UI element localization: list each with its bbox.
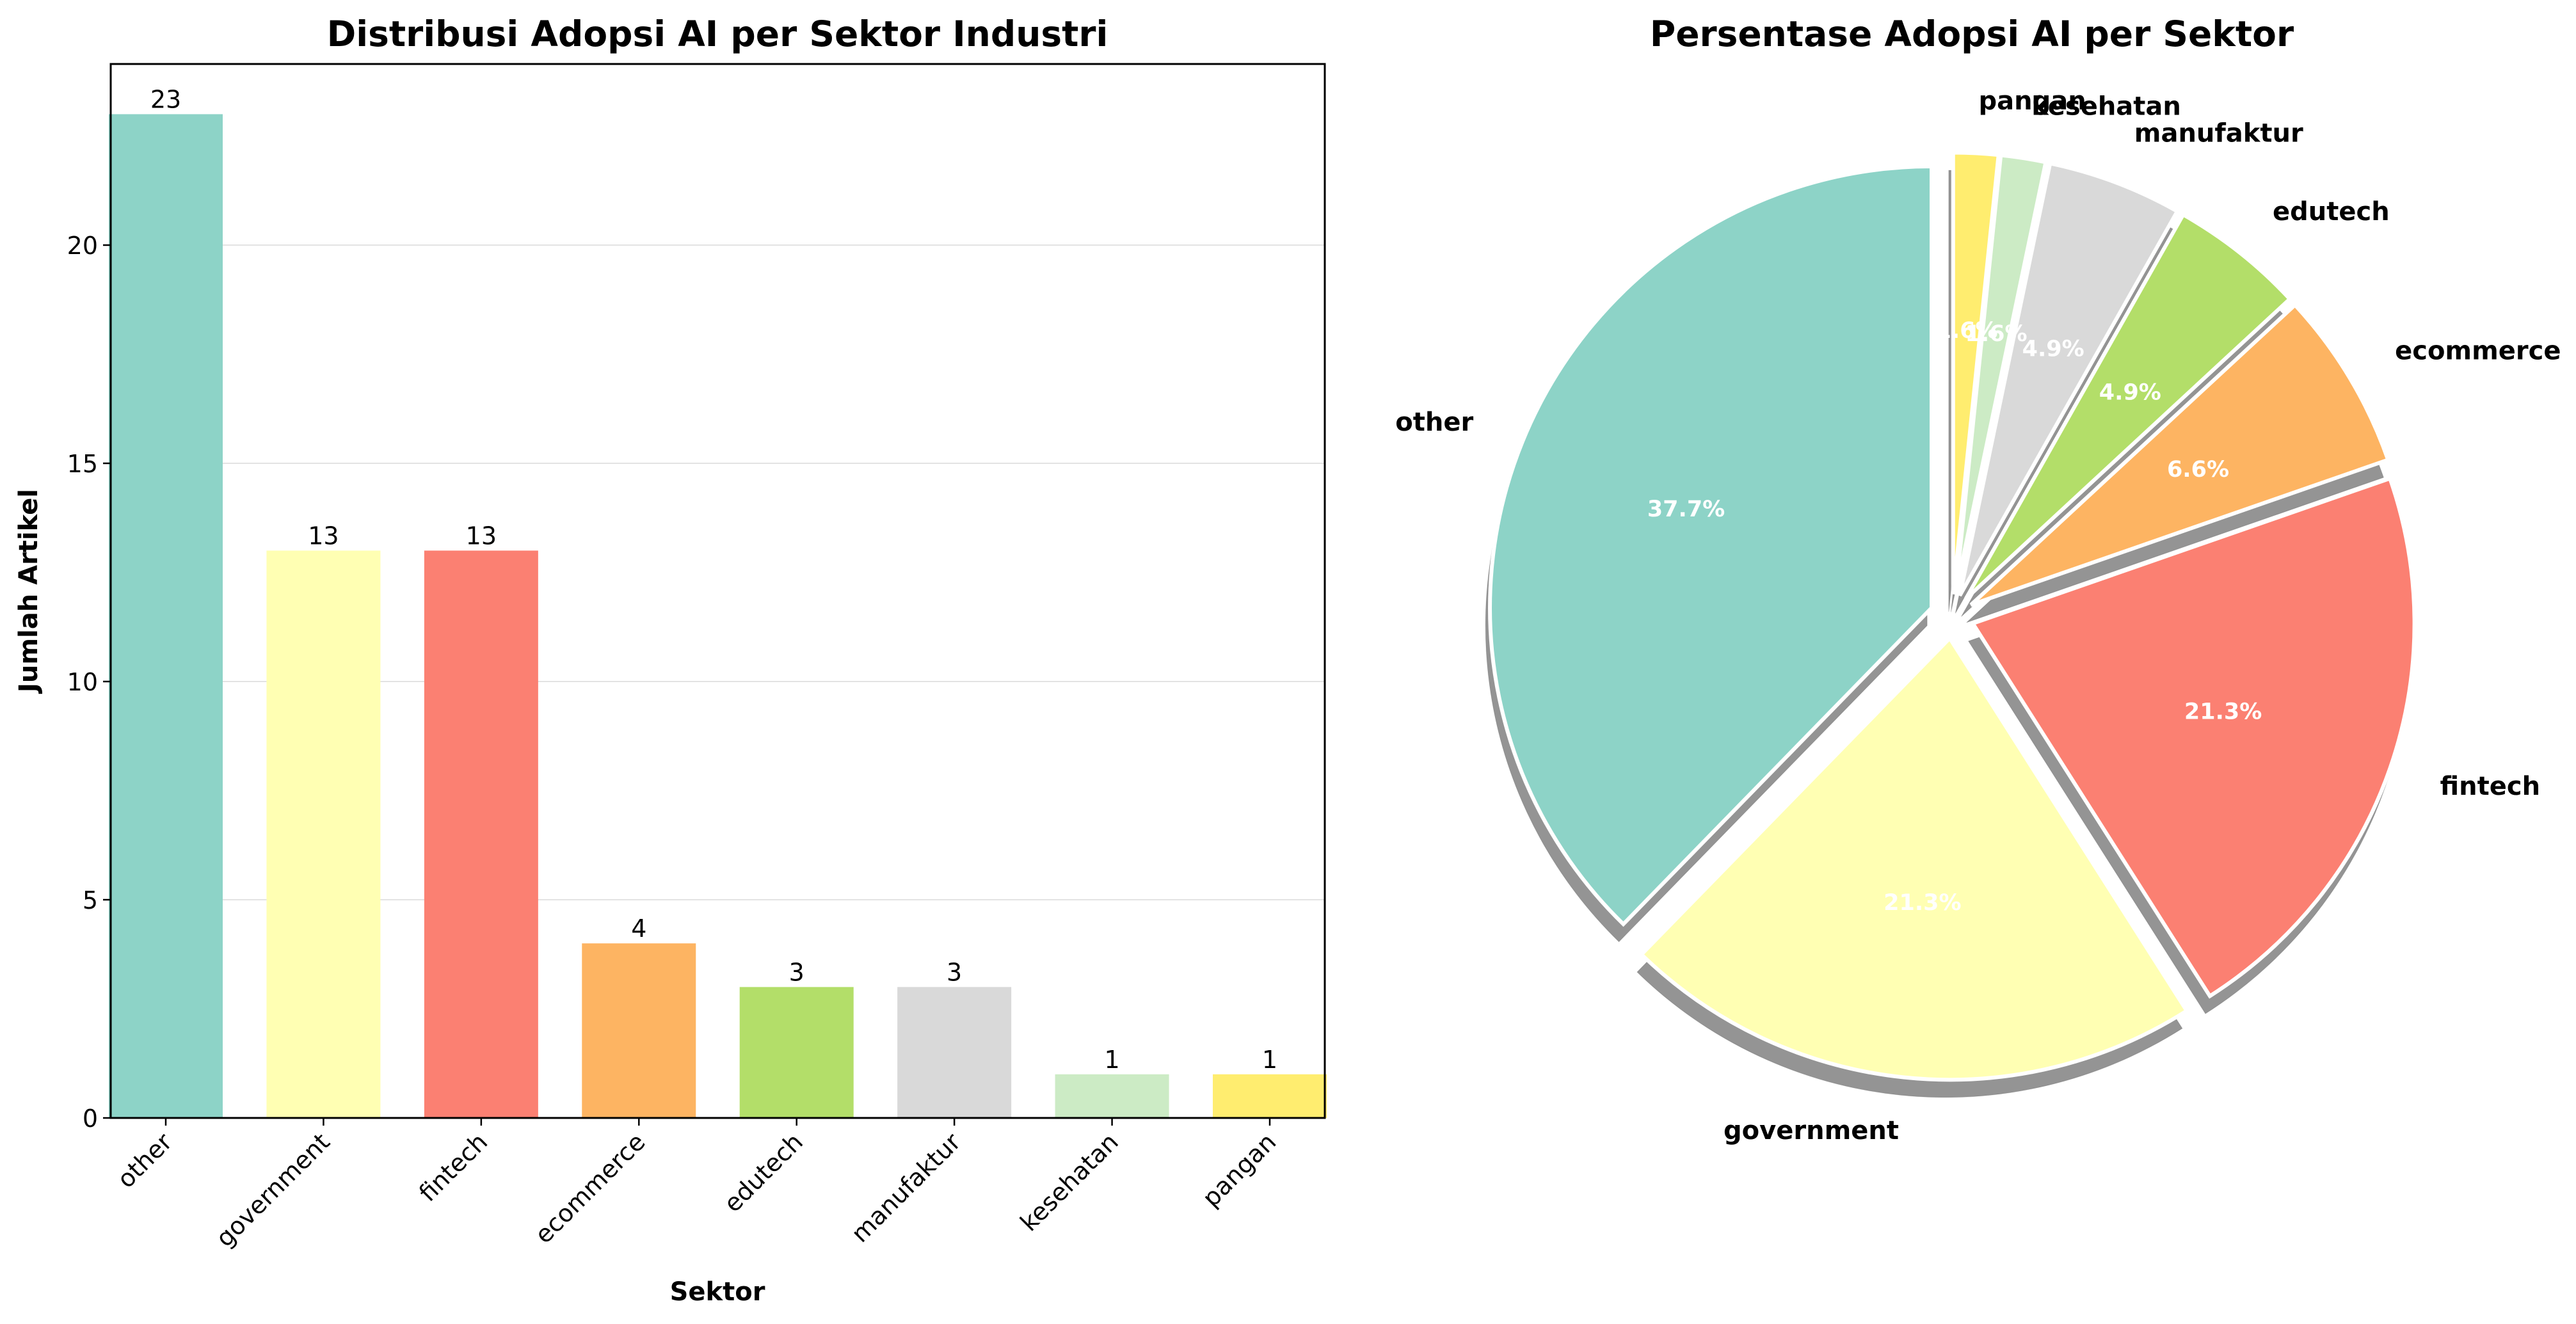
pie-chart: Persentase Adopsi AI per Sektor 37.7% 21.…: [1395, 13, 2561, 1145]
y-tick-label: 5: [83, 886, 98, 914]
pie-category-label-manufaktur: manufaktur: [2134, 119, 2303, 148]
bar-value-label: 1: [1262, 1046, 1277, 1074]
bar-other: [109, 114, 223, 1118]
pie-category-label-pangan: pangan: [1979, 86, 2086, 116]
pie-percent-label-ecommerce: 6.6%: [2167, 457, 2229, 483]
pie-slice-pangan: [1951, 150, 2001, 594]
pie-category-label-edutech: edutech: [2273, 197, 2390, 227]
pie-category-label-ecommerce: ecommerce: [2395, 336, 2561, 365]
bar-fintech: [424, 550, 538, 1118]
pie-percent-label-edutech: 4.9%: [2099, 379, 2161, 405]
bar-value-label: 13: [466, 522, 497, 550]
pie-percent-label-manufaktur: 4.9%: [2022, 336, 2084, 362]
bar-manufaktur: [897, 987, 1012, 1118]
bar-kesehatan: [1055, 1074, 1169, 1118]
pie-slice-manufaktur: [1958, 161, 2180, 597]
pie-category-label-other: other: [1395, 408, 1473, 437]
pie-category-label-kesehatan: kesehatan: [2031, 92, 2181, 121]
pie-percent-label-other: 37.7%: [1647, 497, 1725, 522]
bar-ecommerce: [582, 943, 696, 1118]
pie-category-label-government: government: [1724, 1116, 1899, 1145]
bar-value-labels: 23 13 13 4 3 3 1 1: [150, 85, 1277, 1073]
bar-y-axis-ticks: 0 5 10 15 20: [67, 232, 111, 1133]
pie-percent-label-fintech: 21.3%: [2184, 699, 2262, 724]
y-tick-label: 0: [83, 1105, 98, 1133]
bar-value-label: 4: [631, 914, 646, 943]
pie-percent-labels: 37.7%21.3%21.3%6.6%4.9%4.9%1.6%1.6%: [1647, 318, 2262, 916]
bar-value-label: 13: [308, 522, 339, 550]
bar-pangan: [1213, 1074, 1327, 1118]
bar-value-label: 3: [947, 958, 962, 986]
pie-percent-label-kesehatan: 1.6%: [1965, 321, 2027, 347]
pie-category-label-fintech: fintech: [2440, 772, 2540, 801]
pie-slice-kesehatan: [1953, 153, 2049, 595]
pie-slice-other: [1488, 164, 1934, 927]
bar-value-label: 23: [150, 85, 181, 113]
pie-chart-title: Persentase Adopsi AI per Sektor: [1650, 13, 2294, 54]
bar-series: [109, 114, 1327, 1118]
bar-x-axis-label: Sektor: [670, 1277, 765, 1307]
pie-category-labels: other government fintech ecommerce edutech ma…: [1395, 86, 2561, 1145]
bar-value-label: 1: [1104, 1046, 1119, 1074]
bar-plot-frame: [109, 63, 1326, 1119]
pie-slices: [1488, 150, 2417, 1082]
bar-chart-title: Distribusi Adopsi AI per Sektor Industri: [327, 13, 1108, 54]
bar-value-label: 3: [789, 958, 804, 986]
y-tick-label: 20: [67, 232, 98, 260]
pie-percent-label-pangan: 1.6%: [1936, 318, 1998, 344]
pie-slice-edutech: [1964, 212, 2293, 601]
pie-slice-ecommerce: [1969, 302, 2391, 607]
bar-y-axis-label: Jumlah Artikel: [14, 489, 44, 694]
bar-edutech: [739, 987, 854, 1118]
pie-percent-label-government: 21.3%: [1884, 890, 1961, 916]
bar-government: [266, 550, 381, 1118]
y-tick-label: 10: [67, 668, 98, 696]
pie-slice-fintech: [1970, 475, 2417, 999]
pie-slice-government: [1638, 635, 2189, 1082]
y-tick-label: 15: [67, 450, 98, 478]
